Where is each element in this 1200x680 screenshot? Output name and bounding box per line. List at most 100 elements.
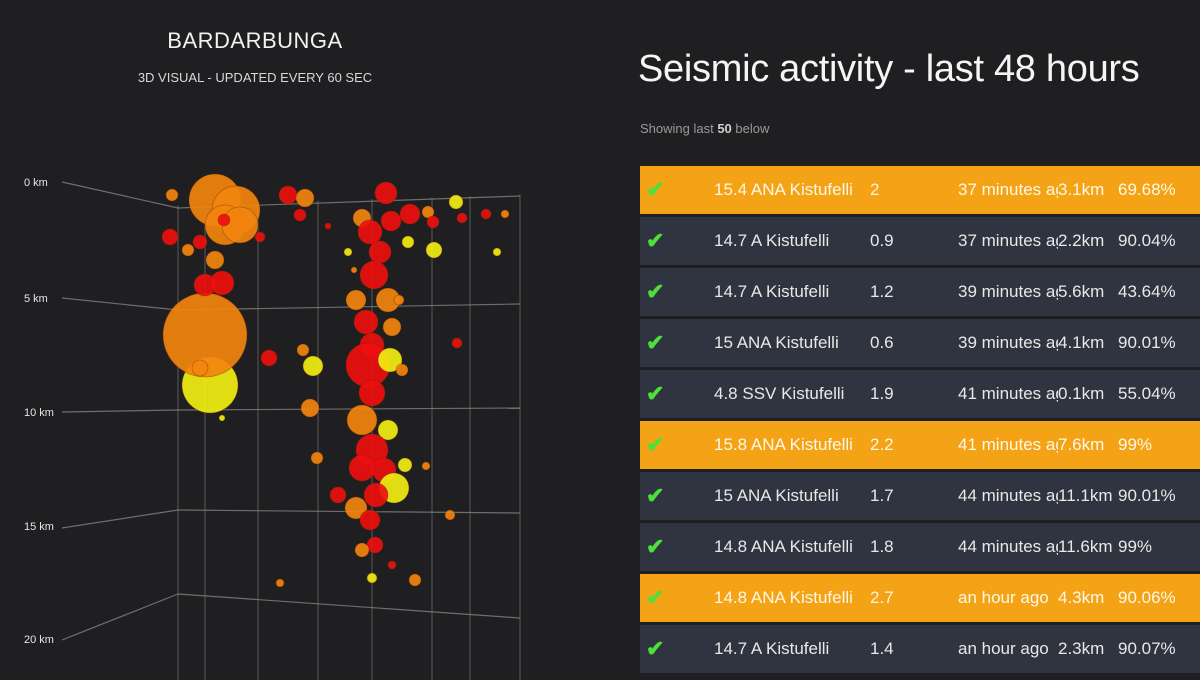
quake-bubble (397, 457, 413, 473)
quake-magnitude: 2.2 (870, 421, 958, 469)
quake-distance: 11.6km (1058, 523, 1118, 571)
quake-bubble (353, 309, 379, 335)
quake-quality: 43.64% (1118, 268, 1200, 316)
quake-magnitude: 0.6 (870, 319, 958, 367)
quake-bubble (500, 209, 510, 219)
quake-time: 39 minutes ago (958, 268, 1058, 316)
quake-quality: 55.04% (1118, 370, 1200, 418)
grid-line (61, 297, 179, 311)
quake-distance: 4.1km (1058, 319, 1118, 367)
check-cell: ✔ (640, 574, 714, 622)
quake-bubble (295, 188, 315, 208)
verified-check-icon: ✔ (646, 177, 665, 202)
quake-bubble (380, 210, 402, 232)
depth-label: 5 km (24, 293, 48, 305)
quake-bubble (368, 240, 392, 264)
grid-line (177, 593, 521, 619)
quake-bubble (191, 359, 209, 377)
quake-magnitude: 1.7 (870, 472, 958, 520)
quake-bubble (205, 250, 225, 270)
quake-quality: 69.68% (1118, 166, 1200, 214)
quake-bubble (209, 270, 235, 296)
quake-bubble (359, 509, 381, 531)
depth-axis: 0 km 5 km 10 km 15 km 20 km (24, 177, 54, 646)
quake-location: 4.8 SSV Kistufelli (714, 370, 870, 418)
quake-bubble (329, 486, 347, 504)
quake-bubble (421, 205, 435, 219)
quake-quality: 90.04% (1118, 217, 1200, 265)
quake-bubble (254, 231, 266, 243)
quake-bubble (343, 247, 353, 257)
quake-location: 15 ANA Kistufelli (714, 472, 870, 520)
quake-magnitude: 1.4 (870, 625, 958, 673)
quake-row[interactable]: ✔ 14.8 ANA Kistufelli 2.7 an hour ago 4.3km 9… (640, 574, 1200, 622)
showing-prefix: Showing last (640, 121, 718, 136)
quake-bubble (425, 241, 443, 259)
verified-check-icon: ✔ (646, 228, 665, 253)
check-cell: ✔ (640, 370, 714, 418)
quake-bubble (161, 228, 179, 246)
quake-magnitude: 2 (870, 166, 958, 214)
quake-time: an hour ago (958, 625, 1058, 673)
quake-bubble (393, 294, 405, 306)
quake-distance: 0.1km (1058, 370, 1118, 418)
quake-time: 44 minutes ago (958, 523, 1058, 571)
quake-quality: 90.06% (1118, 574, 1200, 622)
quake-bubble (480, 208, 492, 220)
check-cell: ✔ (640, 523, 714, 571)
quake-magnitude: 1.8 (870, 523, 958, 571)
quake-bubble (451, 337, 463, 349)
quake-bubble (217, 213, 231, 227)
quake-bubble (382, 317, 402, 337)
quake-bubble (358, 379, 386, 407)
verified-check-icon: ✔ (646, 483, 665, 508)
quake-bubble (348, 454, 376, 482)
quake-bubble (387, 560, 397, 570)
depth-label: 10 km (24, 407, 54, 419)
check-cell: ✔ (640, 421, 714, 469)
check-cell: ✔ (640, 472, 714, 520)
quake-magnitude: 2.7 (870, 574, 958, 622)
grid-line (61, 593, 179, 641)
quake-bubble (165, 188, 179, 202)
quake-distance: 5.6km (1058, 268, 1118, 316)
quake-bubble (401, 235, 415, 249)
quake-3d-visual-panel: 0 km 5 km 10 km 15 km 20 km BARDARBUNGA 3D V… (0, 0, 600, 680)
quake-distance: 11.1km (1058, 472, 1118, 520)
check-cell: ✔ (640, 625, 714, 673)
feed-title: Seismic activity - last 48 hours (638, 48, 1140, 90)
verified-check-icon: ✔ (646, 330, 665, 355)
quake-bubble (350, 266, 358, 274)
quake-location: 15 ANA Kistufelli (714, 319, 870, 367)
quake-distance: 4.3km (1058, 574, 1118, 622)
quake-bubble (426, 215, 440, 229)
quake-location: 14.7 A Kistufelli (714, 217, 870, 265)
quake-bubble (448, 194, 464, 210)
quake-bubble (181, 243, 195, 257)
quake-bubble (275, 578, 285, 588)
quake-location: 14.8 ANA Kistufelli (714, 574, 870, 622)
quake-distance: 7.6km (1058, 421, 1118, 469)
quake-location: 14.8 ANA Kistufelli (714, 523, 870, 571)
grid-line (61, 509, 179, 529)
quake-bubble (354, 542, 370, 558)
quake-bubble (300, 398, 320, 418)
verified-check-icon: ✔ (646, 432, 665, 457)
check-cell: ✔ (640, 268, 714, 316)
quake-bubble (296, 343, 310, 357)
quake-location: 15.4 ANA Kistufelli (714, 166, 870, 214)
quake-time: 37 minutes ago (958, 217, 1058, 265)
quake-magnitude: 0.9 (870, 217, 958, 265)
quake-bubble (444, 509, 456, 521)
quake-bubble (218, 414, 226, 422)
quake-row[interactable]: ✔ 14.7 A Kistufelli 1.4 an hour ago 2.3km 90.… (640, 625, 1200, 673)
quake-3d-plot[interactable]: 0 km 5 km 10 km 15 km 20 km (0, 0, 600, 680)
